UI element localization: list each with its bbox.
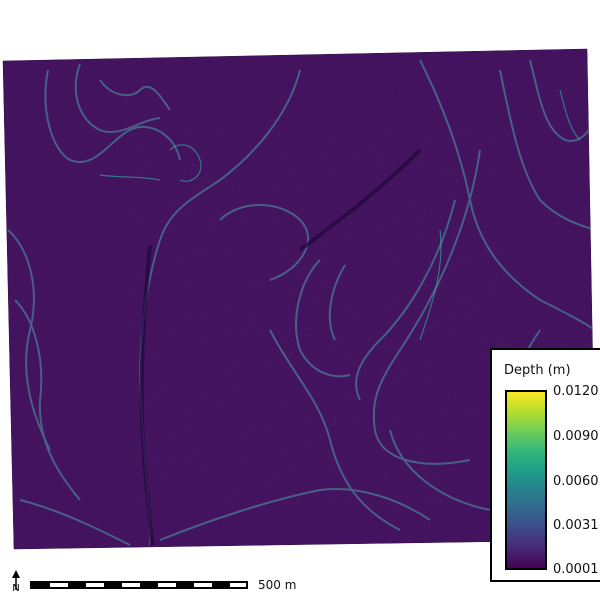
legend-title: Depth (m): [504, 363, 571, 378]
contour-line: [328, 264, 346, 341]
contour-line: [499, 69, 596, 231]
contour-line: [419, 59, 596, 331]
scale-bar-segment: [230, 583, 246, 587]
scale-bar-segment: [50, 583, 68, 587]
legend-tick-label: 0.0031: [553, 518, 599, 533]
contour-line: [44, 69, 181, 163]
scale-bar-segment: [158, 583, 176, 587]
contour-line: [219, 204, 310, 281]
scale-bar-segment: [194, 583, 212, 587]
highlight-lines: [99, 89, 581, 341]
legend-colorbar: [505, 390, 547, 570]
depth-legend: Depth (m) 0.0120 0.0090 0.0060 0.0031 0.…: [490, 348, 600, 582]
legend-tick-label: 0.0090: [553, 429, 599, 444]
contour-line: [269, 329, 401, 531]
shade-line: [298, 148, 422, 252]
legend-tick-label: 0.0001: [553, 562, 599, 577]
north-arrow-head-icon: [12, 570, 20, 578]
scale-bar-label: 500 m: [258, 578, 297, 592]
north-arrow: N: [12, 570, 20, 594]
north-label: N: [12, 583, 19, 594]
contour-line: [99, 174, 161, 181]
contour-line: [295, 259, 351, 378]
depth-raster: [3, 49, 596, 549]
contour-line: [74, 63, 161, 133]
contour-line: [14, 299, 81, 501]
contour-line: [389, 429, 491, 511]
legend-tick-label: 0.0060: [553, 474, 599, 489]
contour-line: [559, 89, 581, 141]
scale-bar-segment: [122, 583, 140, 587]
shade-line: [139, 244, 154, 546]
contour-line: [7, 229, 51, 451]
contour-line: [169, 144, 202, 182]
contour-line: [419, 229, 442, 341]
legend-tick-label: 0.0120: [553, 384, 599, 399]
contour-line: [159, 69, 301, 241]
contour-line: [99, 79, 171, 111]
contour-line: [19, 499, 131, 546]
contour-line: [159, 488, 431, 541]
scale-bar: [30, 581, 248, 589]
scale-bar-segment: [86, 583, 104, 587]
shaded-ridges: [139, 148, 422, 546]
